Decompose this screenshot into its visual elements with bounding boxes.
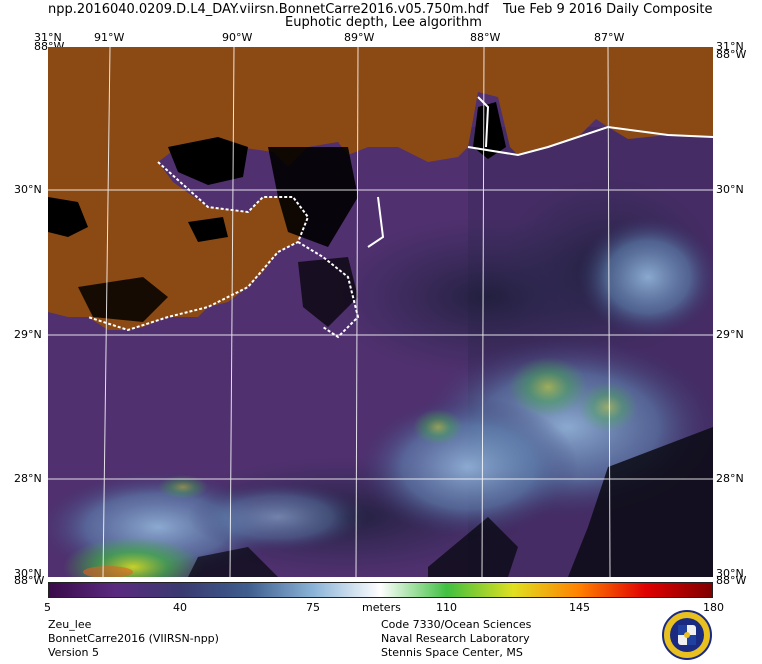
gulf-coast [467, 125, 713, 157]
marsh-no-data [268, 147, 358, 247]
lat-label-right: 28°N [716, 472, 744, 485]
delta-no-data [298, 257, 358, 327]
lon-label-top: 91°W [94, 31, 125, 44]
no-data-region [428, 517, 518, 577]
clear-water-patch [578, 217, 713, 337]
clear-water-patch [188, 482, 368, 552]
deep-water-patch [413, 409, 463, 445]
version-label: Version 5 [48, 646, 99, 659]
lake-pontchartrain [168, 137, 248, 185]
mobile-bay [473, 102, 506, 159]
dataset-name: BonnetCarre2016 (VIIRSN-npp) [48, 632, 219, 645]
lon-label-top: 89°W [344, 31, 375, 44]
corner-lon-bottom-left: 88°W [14, 574, 45, 587]
nrl-seal-logo [662, 610, 712, 660]
corner-label-bottom-left: 30°N [14, 567, 42, 580]
corner-label-top-left: 31°N [34, 31, 62, 44]
colorbar-tick: 75 [306, 601, 320, 614]
bay-shore [477, 96, 490, 148]
corner-lon-bottom-right: 88°W [716, 574, 747, 587]
inland-water [188, 217, 228, 242]
color-scale-bar [48, 582, 713, 598]
product-title: Euphotic depth, Lee algorithm [285, 15, 482, 30]
inland-water [48, 197, 88, 237]
no-data-region [188, 547, 278, 577]
delta-coastline [297, 241, 360, 339]
lat-label-right: 30°N [716, 183, 744, 196]
colorbar-tick: 40 [173, 601, 187, 614]
lat-label-right: 29°N [716, 328, 744, 341]
colorbar-tick: 5 [44, 601, 51, 614]
file-name: npp.2016040.0209.D.L4_DAY.viirsn.BonnetC… [48, 2, 489, 17]
org-name: Naval Research Laboratory [381, 632, 530, 645]
no-data-region [568, 427, 713, 577]
lat-label-left: 28°N [14, 472, 42, 485]
lat-label-left: 30°N [14, 183, 42, 196]
lat-label-left: 29°N [14, 328, 42, 341]
colorbar-tick: 180 [703, 601, 724, 614]
clear-water-patch [358, 397, 578, 537]
colorbar-tick: 110 [436, 601, 457, 614]
corner-label-bottom-right: 30°N [716, 567, 744, 580]
colorbar-tick: 145 [569, 601, 590, 614]
corner-lon-top-right: 88°W [716, 48, 747, 61]
deep-water-patch [83, 566, 133, 577]
chandeleur-islands [367, 196, 385, 248]
land-mass [48, 47, 713, 330]
lon-label-top: 87°W [594, 31, 625, 44]
corner-label-top-right: 31°N [716, 40, 744, 53]
lon-label-top: 90°W [222, 31, 253, 44]
org-code: Code 7330/Ocean Sciences [381, 618, 532, 631]
lon-label-top: 88°W [470, 31, 501, 44]
marsh-no-data [78, 277, 168, 322]
deep-water-patch [508, 357, 588, 417]
graticule [48, 47, 713, 577]
colorbar-units: meters [362, 601, 401, 614]
org-location: Stennis Space Center, MS [381, 646, 523, 659]
composite-date: Tue Feb 9 2016 Daily Composite [503, 2, 713, 17]
deep-water-patch [578, 382, 638, 432]
product-code: Zeu_lee [48, 618, 92, 631]
deep-water-patch [158, 475, 208, 499]
map-canvas [48, 47, 713, 577]
euphotic-depth-map [48, 47, 713, 577]
